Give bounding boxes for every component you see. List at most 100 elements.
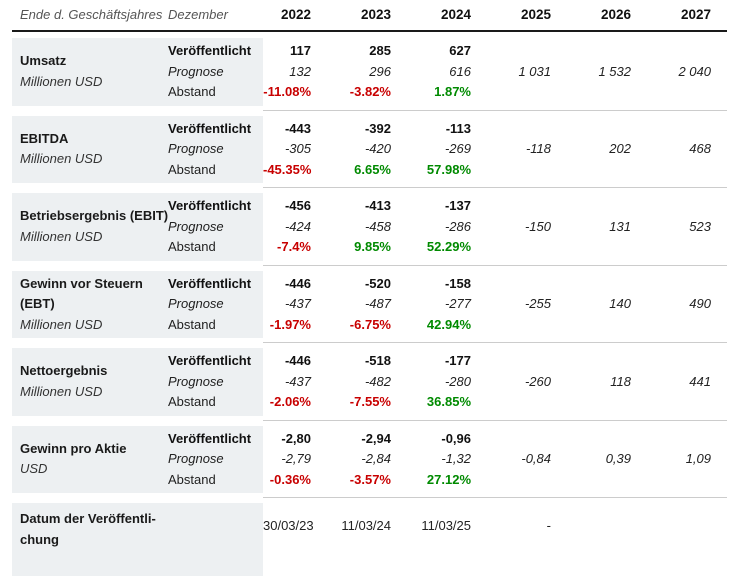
metric-label: EBITDA Millionen USD	[12, 119, 168, 181]
metric-unit: USD	[20, 461, 48, 477]
metric-unit: Millionen USD	[20, 151, 103, 167]
metric-name: Nettoergebnis	[20, 363, 108, 379]
metric-name: EBITDA	[20, 130, 69, 146]
value-cell	[551, 41, 631, 62]
row-label-spread: Abstand	[168, 394, 216, 409]
value-cell: 27.12%	[426, 471, 471, 487]
row-label-forecast: Prognose	[168, 373, 224, 389]
value-cell: 202	[609, 141, 631, 156]
value-cell: 140	[609, 296, 631, 311]
row-labels: Veröffentlicht Prognose Abstand	[168, 41, 263, 103]
value-cell	[471, 160, 551, 181]
value-cell: 9.85%	[354, 239, 391, 254]
value-cell: 132	[289, 63, 311, 79]
value-cell: -305	[284, 141, 311, 156]
value-cell	[631, 351, 711, 372]
value-cell: -280	[444, 373, 471, 389]
value-cell: 1 532	[598, 63, 631, 79]
metric-panel: Nettoergebnis Millionen USD Veröffentlicht…	[12, 348, 263, 416]
value-cell: -0,96	[441, 430, 471, 446]
metric-name: Gewinn vor Steuern	[20, 275, 143, 291]
row-label-spread: Abstand	[168, 84, 216, 99]
row-label-spread: Abstand	[168, 239, 216, 254]
metric-unit: Millionen USD	[20, 383, 103, 399]
value-cell: 6.65%	[354, 161, 391, 177]
value-cell	[551, 160, 631, 181]
metric-block: Betriebsergebnis (EBIT) Millionen USD Verö…	[12, 193, 727, 261]
value-cell: 131	[609, 218, 631, 234]
block-divider	[12, 338, 727, 348]
year-header: 2026	[600, 7, 631, 22]
value-cell	[551, 237, 631, 258]
value-cell: -7.4%	[277, 239, 311, 254]
value-cell: 1,09	[685, 451, 711, 466]
row-labels: Veröffentlicht Prognose Abstand	[168, 119, 263, 181]
value-cell: 523	[689, 218, 711, 234]
value-cell: -150	[524, 218, 551, 234]
value-cell: -392	[364, 120, 391, 136]
row-label-published: Veröffentlicht	[168, 353, 252, 368]
value-cell: -518	[364, 353, 391, 368]
value-cell: -437	[284, 373, 311, 389]
block-divider	[12, 416, 727, 426]
row-label-published: Veröffentlicht	[168, 275, 252, 291]
value-cell	[551, 196, 631, 217]
value-cell: -2,94	[361, 430, 391, 446]
value-cell	[631, 274, 711, 295]
period-label: Dezember	[168, 7, 228, 22]
publication-date-label-line: chung	[20, 531, 59, 547]
value-cell	[551, 470, 631, 491]
publication-date-block: Datum der Veröffentli-chung 30/03/23 11/03…	[12, 503, 727, 576]
value-cell	[551, 429, 631, 450]
value-cell	[551, 315, 631, 336]
value-cell: -2,84	[361, 451, 391, 466]
publication-date-values: 30/03/23 11/03/24 11/03/25 -	[263, 503, 711, 576]
value-cell	[631, 82, 711, 103]
metric-panel: Umsatz Millionen USD Veröffentlicht Prognos…	[12, 38, 263, 106]
row-labels: Veröffentlicht Prognose Abstand	[168, 274, 263, 336]
row-labels: Veröffentlicht Prognose Abstand	[168, 429, 263, 491]
value-cell: 627	[449, 43, 471, 58]
value-grid: 117 285 627 132 296 616 1 031 1 532 2 040 -11.08%…	[263, 38, 711, 106]
value-grid: -2,80 -2,94 -0,96 -2,79 -2,84 -1,32 -0,84 0,39 1…	[263, 426, 711, 494]
publication-date-panel: Datum der Veröffentli-chung	[12, 503, 263, 576]
publication-date-label: Datum der Veröffentli-chung	[12, 509, 263, 550]
value-cell: -2.06%	[269, 394, 311, 409]
publication-date-cell: 11/03/24	[341, 518, 391, 533]
value-cell: -177	[444, 353, 471, 368]
metric-name: Gewinn pro Aktie	[20, 440, 127, 456]
value-cell	[551, 82, 631, 103]
value-cell: 1.87%	[434, 84, 471, 99]
value-cell: -7.55%	[349, 394, 391, 409]
value-cell: 57.98%	[426, 161, 471, 177]
row-label-spread: Abstand	[168, 161, 216, 177]
block-divider	[12, 106, 727, 116]
value-cell: -424	[284, 218, 311, 234]
value-cell: -113	[445, 120, 471, 136]
value-cell: -269	[444, 141, 471, 156]
metric-unit: Millionen USD	[20, 228, 103, 244]
metric-unit: Millionen USD	[20, 316, 103, 332]
table-header: Ende d. Geschäftsjahres Dezember 2022 202…	[12, 0, 727, 32]
value-grid: -443 -392 -113 -305 -420 -269 -118 202 468 -45.35…	[263, 116, 711, 184]
value-cell: 36.85%	[426, 394, 471, 409]
value-cell: 285	[369, 43, 391, 58]
value-cell: -260	[524, 373, 551, 389]
value-cell: -3.82%	[349, 84, 391, 99]
value-cell	[631, 315, 711, 336]
metric-panel: Gewinn vor Steuern (EBT) Millionen USD Verö…	[12, 270, 263, 338]
value-cell: 296	[369, 63, 391, 79]
value-cell	[471, 196, 551, 217]
publication-date-cell: 11/03/25	[421, 518, 471, 533]
publication-date-cell: 30/03/23	[263, 518, 314, 533]
value-cell: -3.57%	[349, 471, 391, 487]
value-cell: -443	[284, 120, 311, 136]
value-cell: -45.35%	[263, 161, 312, 177]
metric-label: Nettoergebnis Millionen USD	[12, 351, 168, 413]
value-cell: -520	[364, 275, 391, 291]
value-cell	[631, 392, 711, 413]
row-label-published: Veröffentlicht	[168, 43, 252, 58]
block-divider	[12, 493, 727, 503]
value-cell	[631, 160, 711, 181]
value-grid: -446 -520 -158 -437 -487 -277 -255 140 490 -1.97%…	[263, 271, 711, 339]
